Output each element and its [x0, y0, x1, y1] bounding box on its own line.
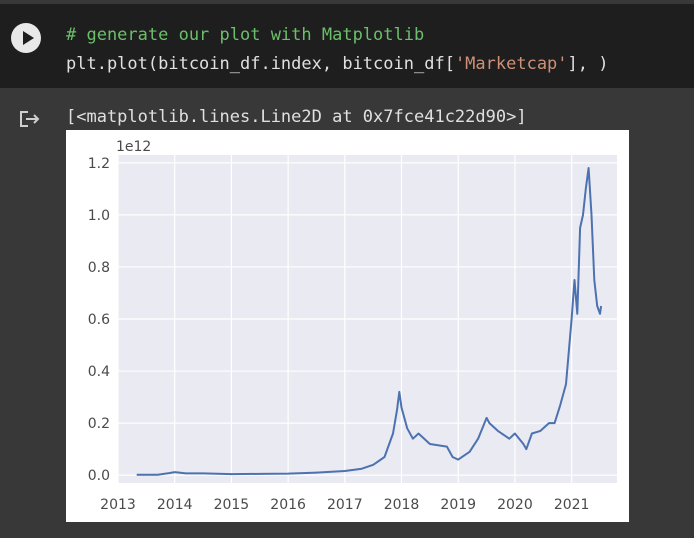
x-tick-label: 2018 — [384, 497, 420, 513]
run-cell-button[interactable] — [11, 23, 41, 53]
market-cap-chart: 0.00.20.40.60.81.01.2 2013 2014 2015 2016 20… — [88, 139, 617, 513]
x-tick-label: 2021 — [554, 497, 590, 513]
y-tick-label: 1.0 — [88, 208, 110, 224]
code-cell[interactable]: # generate our plot with Matplotlib plt.… — [0, 4, 694, 88]
code-string-literal: 'Marketcap' — [454, 54, 568, 74]
y-tick-label: 0.2 — [88, 416, 110, 432]
top-strip — [0, 0, 694, 4]
play-icon — [23, 31, 34, 45]
y-tick-label: 0.0 — [88, 468, 110, 484]
x-tick-label: 2014 — [157, 497, 193, 513]
y-tick-label: 1.2 — [88, 156, 110, 172]
series-line — [136, 167, 603, 476]
code-call: plt.plot(bitcoin_df.index, bitcoin_df[ — [66, 54, 455, 74]
code-comment-line[interactable]: # generate our plot with Matplotlib — [66, 25, 425, 45]
x-tick-label: 2019 — [440, 497, 476, 513]
x-tick-labels: 2013 2014 2015 2016 2017 2018 2019 2020 2021 — [100, 497, 589, 513]
y-tick-labels: 0.0 0.2 0.4 0.6 0.8 1.0 1.2 — [88, 156, 110, 484]
x-tick-label: 2013 — [100, 497, 136, 513]
y-tick-label: 0.8 — [88, 260, 110, 276]
y-tick-label: 0.6 — [88, 312, 110, 328]
output-text: [<matplotlib.lines.Line2D at 0x7fce41c22… — [66, 107, 527, 127]
plot-panel: 0.0 0.2 0.4 0.6 0.8 1.0 1.2 2013 2014 2015 2016 20… — [66, 130, 629, 522]
x-tick-label: 2020 — [497, 497, 533, 513]
x-tick-label: 2017 — [327, 497, 363, 513]
output-arrow-icon[interactable] — [19, 110, 41, 128]
y-axis-multiplier: 1e12 — [116, 139, 151, 155]
y-tick-label: 0.4 — [88, 364, 110, 380]
code-statement-line[interactable]: plt.plot(bitcoin_df.index, bitcoin_df['M… — [66, 53, 608, 75]
code-call-end: ], ) — [567, 54, 609, 74]
x-tick-label: 2015 — [214, 497, 250, 513]
x-tick-label: 2016 — [270, 497, 306, 513]
